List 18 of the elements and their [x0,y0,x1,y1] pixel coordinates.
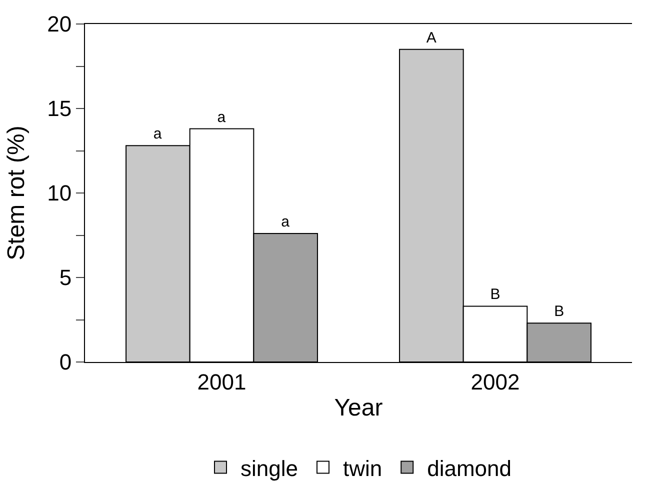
x-tick-label: 2001 [197,369,246,394]
y-axis-title: Stem rot (%) [3,126,30,260]
data-label: B [554,303,564,320]
data-label: A [426,29,436,46]
x-tick-label: 2002 [470,369,520,394]
y-tick-label: 20 [47,12,72,37]
legend-label: twin [342,456,382,481]
y-tick-label: 15 [47,96,72,122]
legend-label: single [240,456,298,481]
legend-label: diamond [427,456,512,481]
y-tick-label: 5 [59,265,72,290]
y-tick-label: 0 [59,350,72,375]
x-axis-title: Year [334,394,383,422]
data-label: B [490,286,500,304]
y-tick-label: 10 [47,180,72,206]
data-label: a [153,126,162,143]
data-label: a [281,214,290,231]
data-label: a [217,108,226,126]
